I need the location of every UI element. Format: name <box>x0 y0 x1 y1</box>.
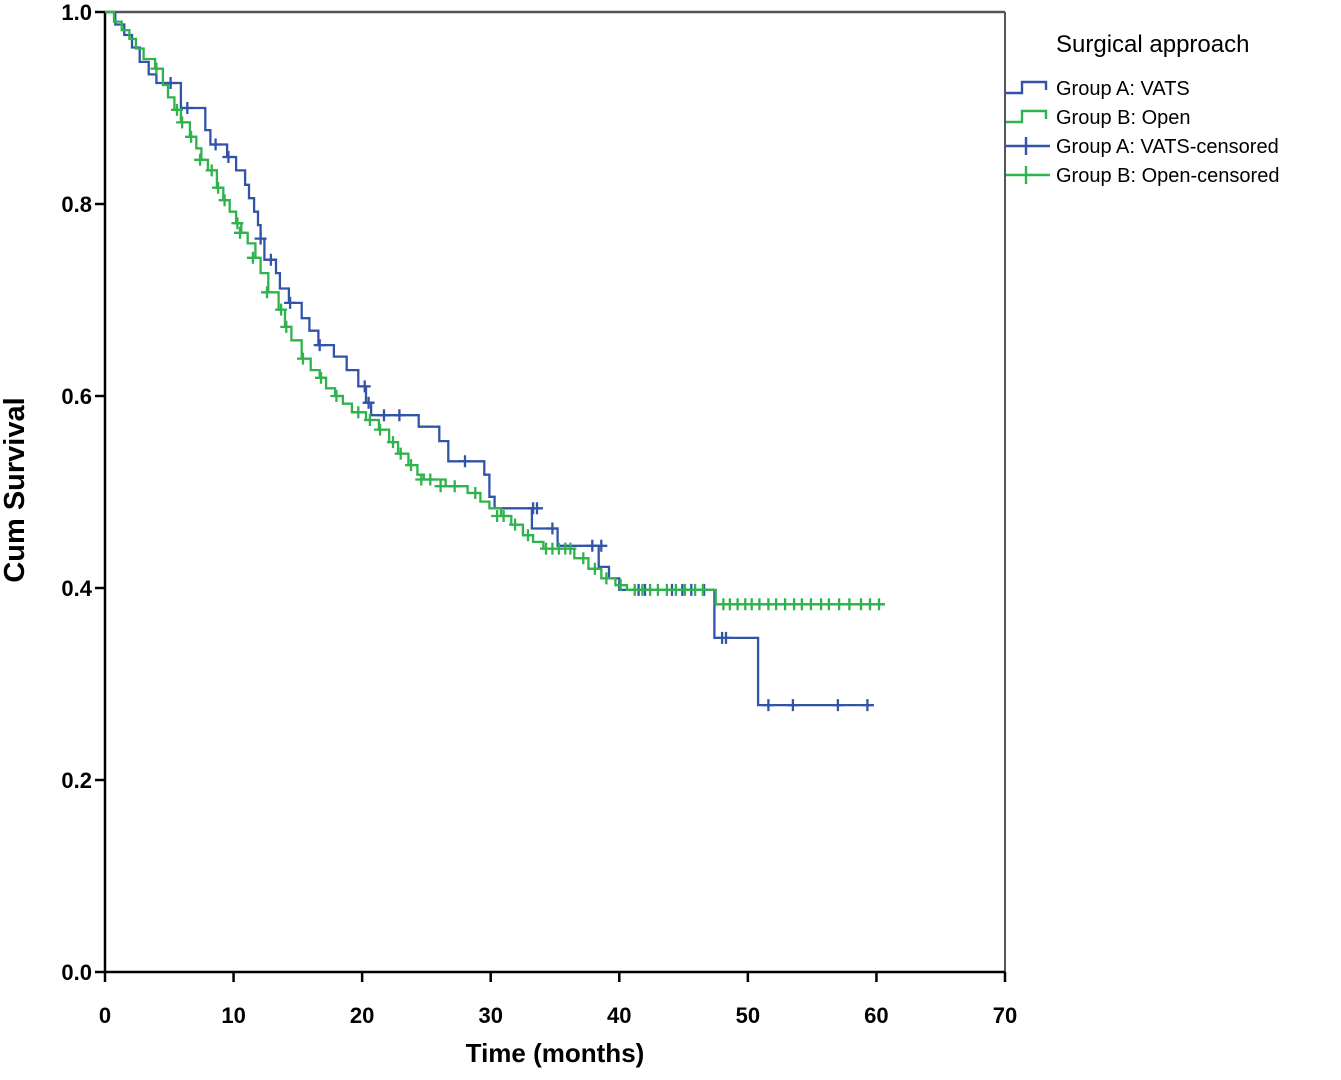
legend-entry-label: Group B: Open-censored <box>1056 165 1279 187</box>
plot-frame <box>103 10 1006 974</box>
x-tick-label: 0 <box>99 1003 111 1028</box>
x-tick-label: 60 <box>864 1003 888 1028</box>
legend-entry-label: Group B: Open <box>1056 107 1191 129</box>
legend-title: Surgical approach <box>1056 31 1249 58</box>
step-line-swatch-icon <box>1006 109 1048 124</box>
censor-marks-0 <box>164 77 874 712</box>
legend-entry-label: Group A: VATS-censored <box>1056 136 1279 158</box>
y-axis-ticks: 0.0 0.2 0.4 0.6 0.8 1.0 <box>61 0 105 985</box>
legend-entry-group-b: Group B: Open <box>1006 107 1191 129</box>
x-tick-label: 50 <box>736 1003 760 1028</box>
legend-entry-group-a: Group A: VATS <box>1006 78 1190 100</box>
censor-plus-swatch-icon <box>1006 166 1050 184</box>
legend-entry-group-b-censored: Group B: Open-censored <box>1006 165 1279 187</box>
legend: Surgical approach Group A: VATS Group B:… <box>1006 31 1279 187</box>
y-tick-label: 0.8 <box>61 192 92 217</box>
x-axis-title: Time (months) <box>466 1038 645 1068</box>
y-axis-title: Cum Survival <box>0 397 31 582</box>
y-tick-label: 0.6 <box>61 384 92 409</box>
y-tick-label: 1.0 <box>61 0 92 25</box>
x-tick-label: 10 <box>221 1003 245 1028</box>
y-tick-label: 0.4 <box>61 576 92 601</box>
survival-curve-0 <box>105 10 874 707</box>
x-tick-label: 70 <box>993 1003 1017 1028</box>
y-tick-label: 0.0 <box>61 960 92 985</box>
x-tick-label: 40 <box>607 1003 631 1028</box>
series-layer <box>105 10 885 712</box>
censor-plus-swatch-icon <box>1006 137 1050 155</box>
x-tick-label: 20 <box>350 1003 374 1028</box>
step-line-swatch-icon <box>1006 80 1048 95</box>
y-tick-label: 0.2 <box>61 768 92 793</box>
x-axis-ticks: 0 10 20 30 40 50 60 70 <box>99 972 1017 1028</box>
legend-entry-label: Group A: VATS <box>1056 78 1190 100</box>
legend-entry-group-a-censored: Group A: VATS-censored <box>1006 136 1279 158</box>
censor-marks-1 <box>150 62 885 611</box>
x-tick-label: 30 <box>478 1003 502 1028</box>
